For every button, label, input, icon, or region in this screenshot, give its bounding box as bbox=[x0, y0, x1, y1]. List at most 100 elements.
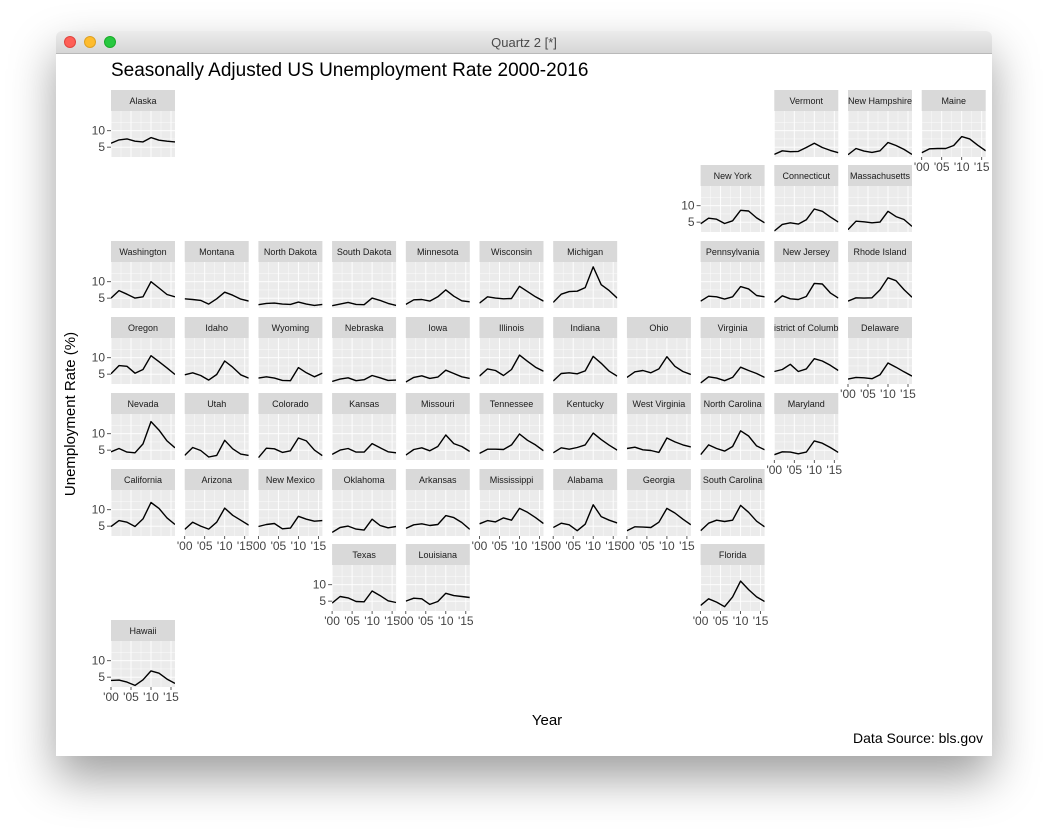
panel-strip bbox=[700, 241, 765, 262]
series-line-michigan bbox=[553, 266, 618, 303]
x-tick-label: '15 bbox=[679, 539, 695, 553]
panel-ohio: Ohio bbox=[626, 317, 691, 384]
series-line-wyoming bbox=[258, 366, 323, 382]
y-tick-label: 5 bbox=[688, 215, 695, 229]
panel-strip-label: South Carolina bbox=[703, 475, 763, 485]
panel-background bbox=[700, 186, 765, 232]
zoom-window-button[interactable] bbox=[104, 36, 116, 48]
panel-strip-label: Colorado bbox=[272, 399, 309, 409]
panel-strip bbox=[332, 317, 397, 338]
panel-strip-label: Vermont bbox=[790, 96, 824, 106]
x-tick-label: '10 bbox=[291, 539, 307, 553]
series-line-new-york bbox=[700, 209, 765, 225]
panel-mississippi: Mississippi '00 '05 '10 '15 bbox=[472, 469, 548, 553]
panel-background bbox=[774, 414, 839, 460]
x-tick-label: '05 bbox=[639, 539, 655, 553]
panel-background bbox=[626, 414, 691, 460]
panel-background bbox=[700, 490, 765, 536]
panel-strip bbox=[774, 317, 839, 338]
panel-north-carolina: North Carolina bbox=[700, 393, 765, 460]
series-line-delaware bbox=[848, 362, 912, 380]
series-line-utah bbox=[184, 439, 249, 458]
panel-strip-label: Idaho bbox=[205, 323, 228, 333]
x-tick-label: '00 bbox=[472, 539, 488, 553]
panel-strip bbox=[405, 544, 470, 565]
minimize-window-button[interactable] bbox=[84, 36, 96, 48]
panel-strip bbox=[184, 241, 249, 262]
panel-south-dakota: South Dakota bbox=[331, 241, 397, 308]
series-line-colorado bbox=[258, 437, 323, 459]
panel-strip bbox=[921, 90, 986, 111]
x-tick-label: '05 bbox=[271, 539, 287, 553]
x-tick-label: '15 bbox=[237, 539, 253, 553]
panel-background bbox=[332, 565, 397, 611]
panel-new-jersey: New Jersey bbox=[773, 241, 839, 308]
panel-strip-label: Alabama bbox=[567, 475, 603, 485]
panel-washington: Washington 5 10 bbox=[92, 241, 175, 308]
series-line-rhode-island bbox=[848, 277, 912, 302]
panel-background bbox=[700, 414, 765, 460]
panel-vermont: Vermont bbox=[773, 90, 839, 157]
x-tick-label: '00 bbox=[840, 387, 856, 401]
panel-background bbox=[184, 338, 249, 384]
panel-strip-label: North Dakota bbox=[264, 247, 317, 257]
panel-strip bbox=[848, 317, 912, 338]
panel-strip-label: Kansas bbox=[349, 399, 380, 409]
panel-strip bbox=[848, 241, 912, 262]
panel-district-of-columbia: istrict of Columb bbox=[773, 317, 839, 384]
panel-strip-label: Montana bbox=[199, 247, 234, 257]
panel-background bbox=[111, 262, 175, 308]
x-tick-label: '05 bbox=[344, 614, 360, 628]
series-line-maryland bbox=[774, 440, 839, 456]
close-window-button[interactable] bbox=[64, 36, 76, 48]
panel-strip bbox=[405, 469, 470, 490]
panel-strip-label: Kentucky bbox=[567, 399, 605, 409]
series-line-massachusetts bbox=[848, 210, 912, 231]
panel-strip-label: Delaware bbox=[861, 323, 899, 333]
panel-background bbox=[626, 338, 691, 384]
panel-arizona: Arizona '00 '05 '10 '15 bbox=[177, 469, 253, 553]
panel-background bbox=[258, 414, 323, 460]
panel-strip-label: South Dakota bbox=[337, 247, 392, 257]
x-tick-label: '10 bbox=[217, 539, 233, 553]
panel-strip-label: Missouri bbox=[421, 399, 455, 409]
panel-background bbox=[405, 414, 470, 460]
title-bar[interactable]: Quartz 2 [*] bbox=[56, 31, 992, 54]
panel-strip bbox=[405, 317, 470, 338]
y-tick-label: 10 bbox=[681, 199, 695, 213]
panel-background bbox=[184, 490, 249, 536]
series-line-california bbox=[111, 501, 175, 528]
x-tick-label: '15 bbox=[900, 387, 916, 401]
panel-maryland: Maryland '00 '05 '10 '15 bbox=[766, 393, 842, 477]
panel-background bbox=[258, 490, 323, 536]
panel-strip-label: Rhode Island bbox=[853, 247, 906, 257]
panel-colorado: Colorado bbox=[257, 393, 323, 460]
x-tick-label: '10 bbox=[585, 539, 601, 553]
panel-strip bbox=[111, 90, 175, 111]
panel-strip bbox=[111, 393, 175, 414]
x-tick-label: '05 bbox=[123, 690, 139, 704]
series-line-wisconsin bbox=[479, 285, 544, 304]
panel-tennessee: Tennessee bbox=[479, 393, 544, 460]
panel-strip-label: New Hampshire bbox=[848, 96, 912, 106]
x-tick-label: '15 bbox=[163, 690, 179, 704]
panel-strip bbox=[405, 241, 470, 262]
panel-strip bbox=[111, 469, 175, 490]
panel-alaska: Alaska 5 10 bbox=[92, 90, 175, 157]
x-tick-label: '15 bbox=[384, 614, 400, 628]
panel-idaho: Idaho bbox=[184, 317, 249, 384]
panel-strip-label: Texas bbox=[352, 550, 376, 560]
series-line-missouri bbox=[405, 434, 470, 456]
panel-west-virginia: West Virginia bbox=[626, 393, 691, 460]
panel-background bbox=[111, 338, 175, 384]
panel-background bbox=[774, 338, 839, 384]
series-line-pennsylvania bbox=[700, 285, 765, 302]
panel-background bbox=[332, 490, 397, 536]
series-line-connecticut bbox=[774, 208, 839, 232]
series-line-indiana bbox=[553, 355, 618, 382]
x-tick-label: '10 bbox=[659, 539, 675, 553]
panel-virginia: Virginia bbox=[700, 317, 765, 384]
panel-background bbox=[405, 490, 470, 536]
panel-north-dakota: North Dakota bbox=[257, 241, 323, 308]
series-line-south-carolina bbox=[700, 504, 765, 532]
